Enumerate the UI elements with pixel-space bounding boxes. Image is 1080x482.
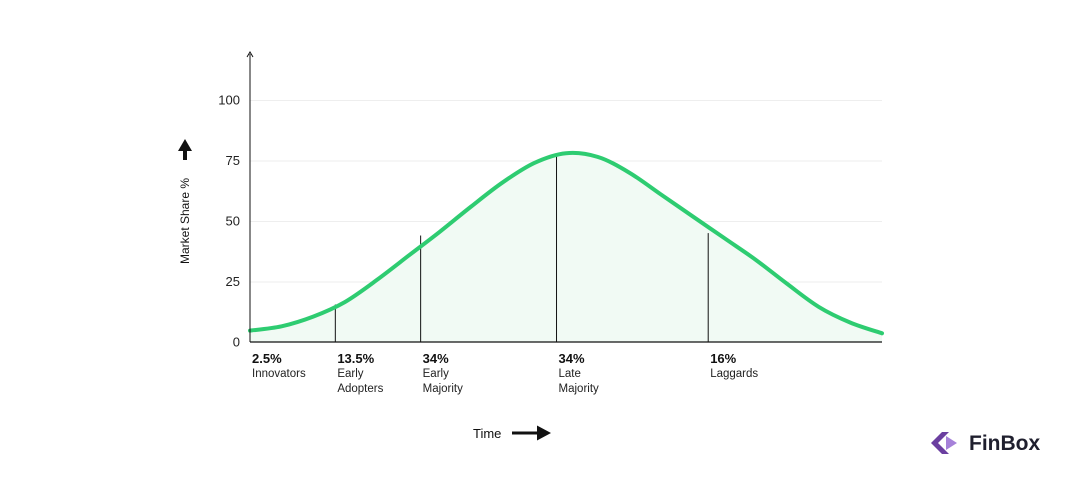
adoption-curve-line	[248, 150, 884, 336]
segment-name: Majority	[423, 383, 464, 395]
segment-percent: 2.5%	[252, 351, 282, 366]
x-axis-title: Time	[473, 426, 501, 441]
x-axis-title-group: Time	[473, 425, 551, 441]
finbox-logo: FinBox	[931, 432, 1040, 455]
y-axis-title-group: Market Share %	[178, 139, 192, 264]
y-axis-title: Market Share %	[178, 178, 192, 264]
segment-name: Majority	[559, 383, 600, 395]
segment-name: Late	[559, 368, 581, 380]
up-arrow-icon	[178, 139, 192, 160]
adoption-area-fill	[250, 152, 882, 342]
y-tick-label: 50	[226, 214, 240, 229]
y-tick-label: 75	[226, 153, 240, 168]
segment-name: Innovators	[252, 368, 306, 380]
segment-percent: 34%	[423, 351, 449, 366]
axes	[246, 51, 882, 343]
y-tick-label: 25	[226, 274, 240, 289]
segment-labels: 2.5% Innovators 13.5% Early Adopters 34% Early…	[252, 351, 758, 395]
segment-percent: 13.5%	[337, 351, 374, 366]
segment-percent: 34%	[559, 351, 585, 366]
segment-name: Early	[337, 368, 363, 380]
segment-dividers	[334, 153, 709, 342]
segment-name: Early	[423, 368, 449, 380]
y-tick-label: 0	[233, 335, 240, 350]
finbox-logo-text: FinBox	[969, 432, 1040, 455]
y-tick-label: 100	[218, 93, 240, 108]
right-arrow-icon	[512, 425, 551, 441]
segment-name: Adopters	[337, 383, 383, 395]
y-tick-labels: 0 25 50 75 100	[218, 93, 240, 350]
segment-percent: 16%	[710, 351, 736, 366]
segment-name: Laggards	[710, 368, 758, 380]
finbox-logo-icon	[931, 432, 957, 454]
y-axis-arrowhead-icon	[246, 51, 254, 58]
